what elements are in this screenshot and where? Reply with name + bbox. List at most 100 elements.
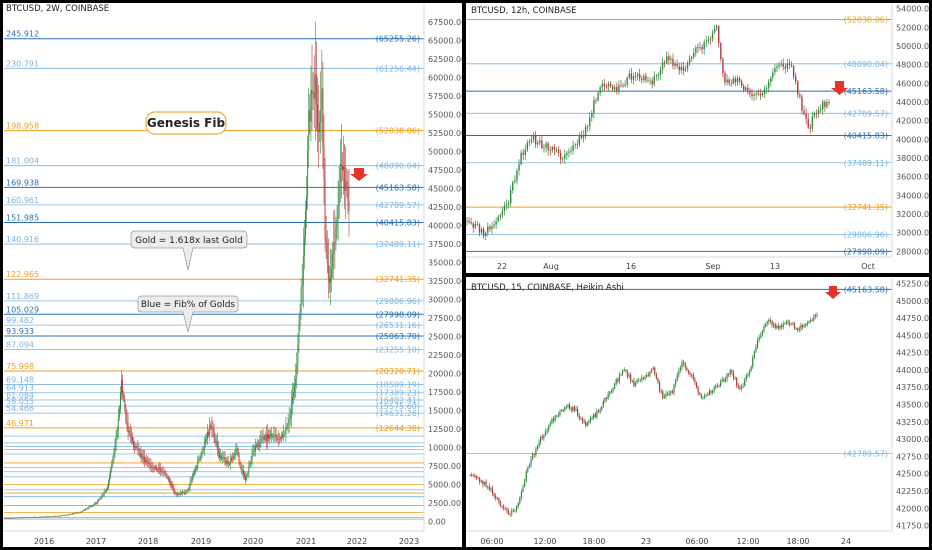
- candle-body: [636, 73, 639, 77]
- candle-body: [543, 147, 545, 149]
- candle-body: [788, 63, 791, 66]
- candle-body: [201, 450, 203, 455]
- candle-body: [686, 62, 689, 69]
- candle-body: [328, 279, 330, 283]
- candle-body: [758, 337, 760, 340]
- fib-price-label: (45163.58): [376, 183, 420, 192]
- x-tick-label: 22: [497, 262, 507, 271]
- candle-body: [676, 63, 678, 67]
- candle-body: [76, 513, 78, 514]
- candle-body: [61, 515, 63, 517]
- candle-body: [601, 83, 603, 88]
- candle-body: [813, 113, 816, 117]
- candle-body: [732, 372, 735, 378]
- candle-body: [170, 482, 171, 485]
- candle-body: [488, 486, 490, 490]
- candle-body: [766, 321, 768, 324]
- candle-body: [671, 391, 674, 393]
- y-tick-label: 32000.00: [896, 210, 932, 219]
- candle-body: [593, 100, 595, 114]
- fib-price-label: (27998.09): [844, 247, 888, 256]
- candle-body: [599, 409, 601, 412]
- candle-body: [192, 473, 194, 477]
- fib-ratio-label: 99.482: [6, 316, 34, 325]
- fib-price-label: (32741.35): [376, 275, 420, 284]
- candle-body: [715, 26, 718, 29]
- candle-body: [760, 335, 762, 338]
- candle-body: [485, 233, 487, 236]
- y-tick-label: 67500.00: [428, 18, 466, 27]
- candle-body: [653, 76, 655, 85]
- candle-body: [52, 516, 54, 518]
- candle-body: [549, 423, 551, 426]
- candle-body: [657, 74, 660, 76]
- candle-body: [160, 468, 162, 473]
- candle-body: [742, 385, 744, 387]
- candle-body: [261, 436, 263, 438]
- y-tick-label: 17500.00: [428, 388, 466, 397]
- candle-body: [146, 460, 148, 462]
- fib-price-label: (37489.11): [844, 159, 888, 168]
- candle-body: [596, 410, 598, 417]
- x-ticks-2w: 2016 2017 2018 2019 2020 2021 2022 2023: [34, 537, 419, 546]
- y-tick-label: 2500.00: [428, 499, 461, 508]
- candle-body: [305, 211, 306, 238]
- y-tick-label: 20000.00: [428, 369, 466, 378]
- candle-body: [115, 437, 117, 446]
- candle-body: [138, 448, 140, 451]
- candle-body: [202, 450, 204, 452]
- genesis-fib-annotation: Genesis Fib: [145, 111, 227, 135]
- y-tick-label: 42250.00: [896, 487, 932, 496]
- y-tick-label: 45000.00: [896, 297, 932, 306]
- candle-body: [668, 393, 670, 395]
- x-ticks-15m: 06:00 12:00 18:00 23 06:00 12:00 18:00 24: [480, 537, 851, 546]
- x-tick-label: 2019: [191, 537, 211, 546]
- candle-body: [552, 418, 555, 421]
- candle-body: [286, 426, 288, 428]
- y-tick-label: 44500.00: [896, 331, 932, 340]
- candle-body: [514, 510, 516, 512]
- candle-body: [614, 87, 616, 90]
- candle-body: [133, 441, 134, 448]
- genesis-fib-box: [145, 111, 227, 135]
- candle-body: [570, 408, 572, 411]
- down-arrow-icon: [831, 81, 848, 95]
- candle-body: [633, 380, 635, 386]
- candle-body: [585, 421, 587, 426]
- candle-body: [761, 331, 763, 336]
- candle-body: [682, 66, 685, 71]
- candle-body: [126, 421, 128, 423]
- candle-body: [120, 391, 121, 410]
- fib-ratio-label: 160.961: [6, 196, 39, 205]
- candle-body: [548, 425, 550, 431]
- gold-rule-callout: Gold = 1.618x last Gold: [130, 230, 248, 271]
- candle-body: [586, 423, 588, 426]
- candle-body: [57, 516, 59, 517]
- candle-body: [642, 377, 645, 379]
- candle-body: [549, 150, 551, 152]
- candle-body: [299, 311, 301, 326]
- candle-body: [49, 516, 51, 518]
- fib-ratio-label: 151.985: [6, 213, 39, 222]
- candle-body: [782, 323, 784, 328]
- candle-body: [721, 379, 723, 382]
- fib-ratio-label: 61.084: [6, 391, 34, 400]
- candle-body: [595, 100, 597, 101]
- candle-body: [100, 497, 102, 499]
- gold-rule-text: Gold = 1.618x last Gold: [135, 236, 243, 246]
- candle-body: [312, 92, 314, 94]
- candles-12h: [466, 24, 830, 241]
- candle-body: [501, 505, 503, 507]
- candle-body: [68, 514, 70, 515]
- candle-body: [672, 58, 674, 66]
- candle-body: [72, 513, 74, 515]
- candle-body: [345, 181, 347, 191]
- candle-body: [557, 415, 559, 417]
- candle-body: [325, 235, 327, 243]
- candle-body: [539, 140, 541, 143]
- candle-body: [143, 456, 145, 462]
- candle-body: [158, 469, 159, 471]
- candle-body: [691, 374, 693, 376]
- candle-body: [131, 436, 133, 442]
- candle-body: [602, 401, 604, 407]
